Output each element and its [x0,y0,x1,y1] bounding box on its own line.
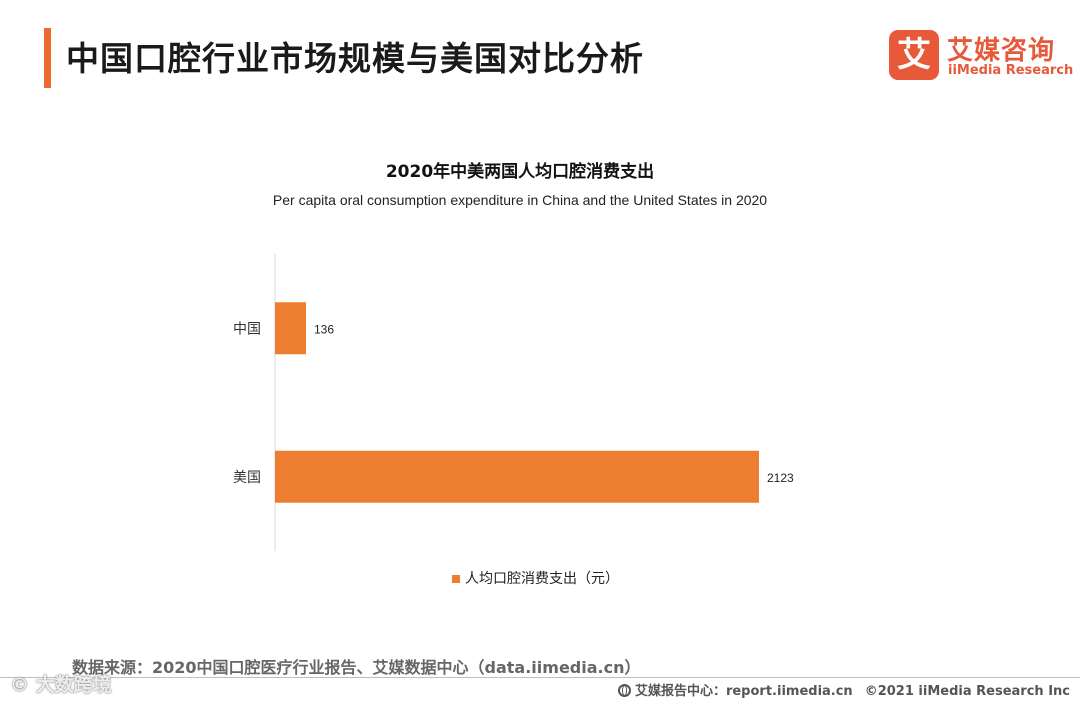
source-note: 数据来源：2020中国口腔医疗行业报告、艾媒数据中心（data.iimedia.… [72,658,641,677]
data-label: 2123 [767,471,794,485]
iimedia-logo: 艾 艾媒咨询 iiMedia Research [889,30,1073,82]
globe-icon [617,684,631,697]
chart-legend: 人均口腔消费支出（元） [452,568,619,588]
bar [275,302,307,355]
footer-copyright: ©2021 iiMedia Research Inc [864,684,1070,699]
footer: 艾媒报告中心：report.iimedia.cn ©2021 iiMedia Re… [617,680,1070,699]
footer-site[interactable]: 艾媒报告中心：report.iimedia.cn [634,684,853,699]
logo-name-en: iiMedia Research [948,63,1074,78]
chart-title: 2020年中美两国人均口腔消费支出 [385,162,655,182]
legend-swatch [452,575,460,583]
bar [275,450,759,503]
category-label: 美国 [233,470,261,486]
chart-subtitle: Per capita oral consumption expenditure … [272,192,768,208]
watermark: © 大数跨境 [10,674,112,696]
footer-divider [0,677,1080,678]
logo-mark: 艾 [889,30,939,80]
page-title: 中国口腔行业市场规模与美国对比分析 [66,39,644,78]
data-label: 136 [314,322,334,336]
legend-label: 人均口腔消费支出（元） [465,571,619,587]
logo-name-cn: 艾媒咨询 [947,36,1056,66]
title-accent-bar [44,28,51,88]
category-label: 中国 [233,321,261,337]
